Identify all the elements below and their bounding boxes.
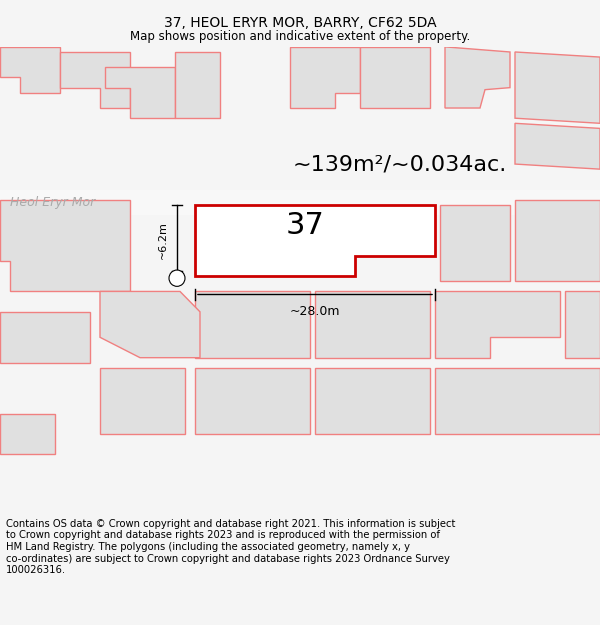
Circle shape	[169, 270, 185, 286]
Polygon shape	[515, 200, 600, 281]
Bar	[0, 189, 600, 215]
Polygon shape	[195, 368, 310, 434]
Text: Heol Eryr Mor: Heol Eryr Mor	[10, 196, 95, 209]
Text: 37, HEOL ERYR MOR, BARRY, CF62 5DA: 37, HEOL ERYR MOR, BARRY, CF62 5DA	[164, 16, 436, 29]
Polygon shape	[565, 291, 600, 357]
Polygon shape	[105, 68, 175, 118]
Polygon shape	[175, 52, 220, 118]
Polygon shape	[0, 414, 55, 454]
Text: Contains OS data © Crown copyright and database right 2021. This information is : Contains OS data © Crown copyright and d…	[6, 519, 455, 575]
Polygon shape	[0, 47, 60, 92]
Text: 37: 37	[286, 211, 325, 240]
Polygon shape	[0, 200, 130, 291]
Polygon shape	[315, 291, 430, 357]
Polygon shape	[315, 368, 430, 434]
Polygon shape	[195, 291, 310, 357]
Text: ~6.2m: ~6.2m	[158, 221, 168, 259]
Polygon shape	[445, 47, 510, 108]
Text: Map shows position and indicative extent of the property.: Map shows position and indicative extent…	[130, 30, 470, 43]
Polygon shape	[100, 291, 200, 357]
Polygon shape	[360, 47, 430, 108]
Polygon shape	[435, 368, 600, 434]
Text: ~28.0m: ~28.0m	[290, 304, 340, 318]
Polygon shape	[100, 368, 185, 434]
Polygon shape	[515, 123, 600, 169]
Polygon shape	[60, 52, 130, 108]
Polygon shape	[440, 205, 510, 281]
Text: ~139m²/~0.034ac.: ~139m²/~0.034ac.	[293, 154, 507, 174]
Polygon shape	[290, 47, 360, 108]
Polygon shape	[515, 52, 600, 123]
Polygon shape	[195, 205, 435, 276]
Polygon shape	[435, 291, 560, 357]
Polygon shape	[0, 312, 90, 362]
